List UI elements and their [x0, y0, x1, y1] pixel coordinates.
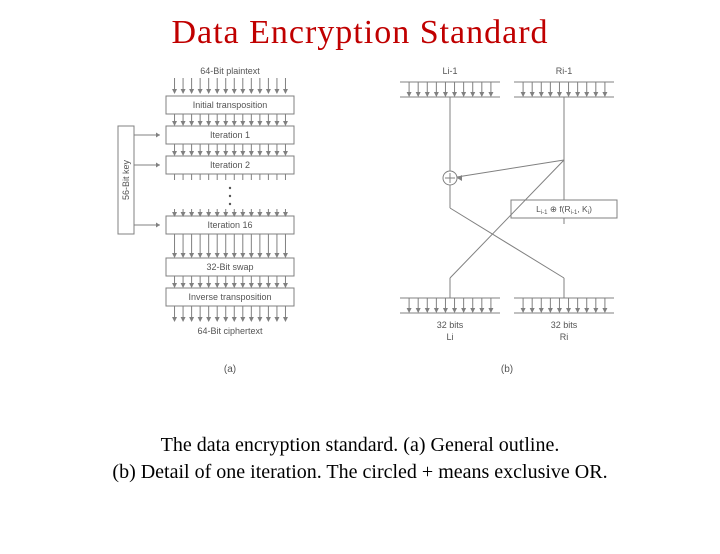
svg-text:64-Bit plaintext: 64-Bit plaintext [200, 66, 260, 76]
svg-text:32-Bit swap: 32-Bit swap [206, 262, 253, 272]
figure-caption: The data encryption standard. (a) Genera… [30, 432, 690, 486]
svg-text:32 bits: 32 bits [551, 320, 578, 330]
svg-text:Ri-1: Ri-1 [556, 66, 573, 76]
svg-text:32 bits: 32 bits [437, 320, 464, 330]
des-figure: 64-Bit plaintext Initial transposition Ite… [100, 60, 620, 410]
svg-text:Inverse transposition: Inverse transposition [188, 292, 271, 302]
caption-line-1: The data encryption standard. (a) Genera… [161, 434, 560, 456]
svg-text:Iteration 16: Iteration 16 [207, 220, 252, 230]
svg-text:Initial transposition: Initial transposition [193, 100, 268, 110]
svg-text:Li-1: Li-1 [442, 66, 457, 76]
svg-text:64-Bit ciphertext: 64-Bit ciphertext [197, 326, 263, 336]
svg-text:Li: Li [446, 332, 453, 342]
svg-text:Iteration 2: Iteration 2 [210, 160, 250, 170]
svg-text:(b): (b) [501, 364, 513, 375]
svg-text:(a): (a) [224, 364, 236, 375]
page-title: Data Encryption Standard [0, 14, 720, 52]
svg-text:56-Bit key: 56-Bit key [121, 159, 131, 200]
svg-text:Iteration 1: Iteration 1 [210, 130, 250, 140]
svg-text:Ri: Ri [560, 332, 569, 342]
caption-line-2: (b) Detail of one iteration. The circled… [112, 461, 607, 483]
